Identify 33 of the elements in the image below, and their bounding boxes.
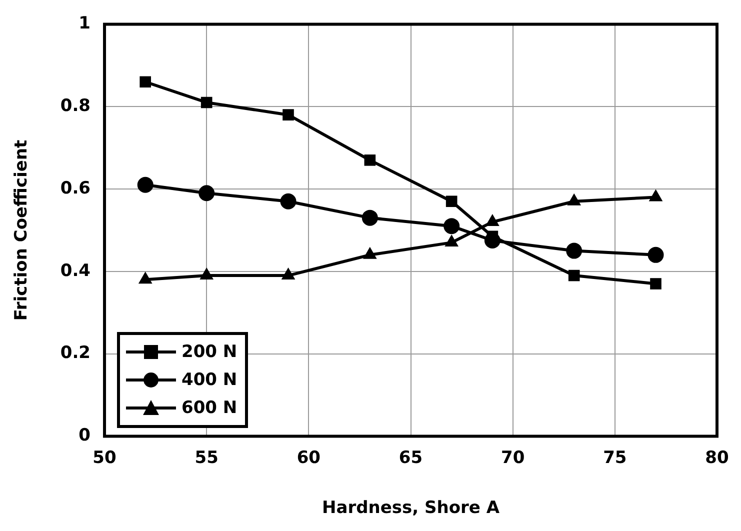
x-tick-label: 50 bbox=[92, 448, 117, 468]
y-tick-label: 0.8 bbox=[60, 96, 91, 116]
y-tick-label: 0 bbox=[78, 426, 91, 446]
point bbox=[566, 242, 582, 259]
x-tick-label: 80 bbox=[705, 448, 729, 468]
point bbox=[650, 278, 662, 290]
x-tick-label: 65 bbox=[398, 448, 423, 468]
y-tick-label: 0.2 bbox=[60, 343, 91, 364]
point bbox=[137, 176, 154, 193]
y-axis-title: Friction Coefficient bbox=[12, 140, 32, 321]
legend-label: 200 N bbox=[182, 342, 238, 362]
y-tick-label: 0.4 bbox=[60, 260, 91, 281]
point bbox=[362, 210, 378, 226]
x-axis-title: Hardness, Shore A bbox=[322, 498, 500, 518]
legend-label: 400 N bbox=[182, 370, 238, 390]
x-tick-label: 60 bbox=[296, 448, 321, 468]
point bbox=[280, 193, 296, 210]
y-tick-label: 1 bbox=[78, 14, 91, 34]
x-tick-label: 55 bbox=[194, 448, 218, 468]
x-tick-label: 70 bbox=[501, 448, 525, 468]
point bbox=[446, 196, 458, 208]
x-tick-label: 75 bbox=[603, 448, 627, 468]
point bbox=[282, 109, 294, 120]
y-tick-label: 0.6 bbox=[60, 178, 91, 198]
point bbox=[568, 270, 580, 282]
point bbox=[484, 232, 500, 248]
point bbox=[198, 185, 215, 202]
point bbox=[364, 154, 376, 166]
point bbox=[648, 246, 664, 263]
legend-label: 600 N bbox=[182, 398, 238, 418]
point bbox=[200, 96, 212, 108]
point bbox=[140, 76, 152, 88]
point bbox=[444, 218, 460, 234]
